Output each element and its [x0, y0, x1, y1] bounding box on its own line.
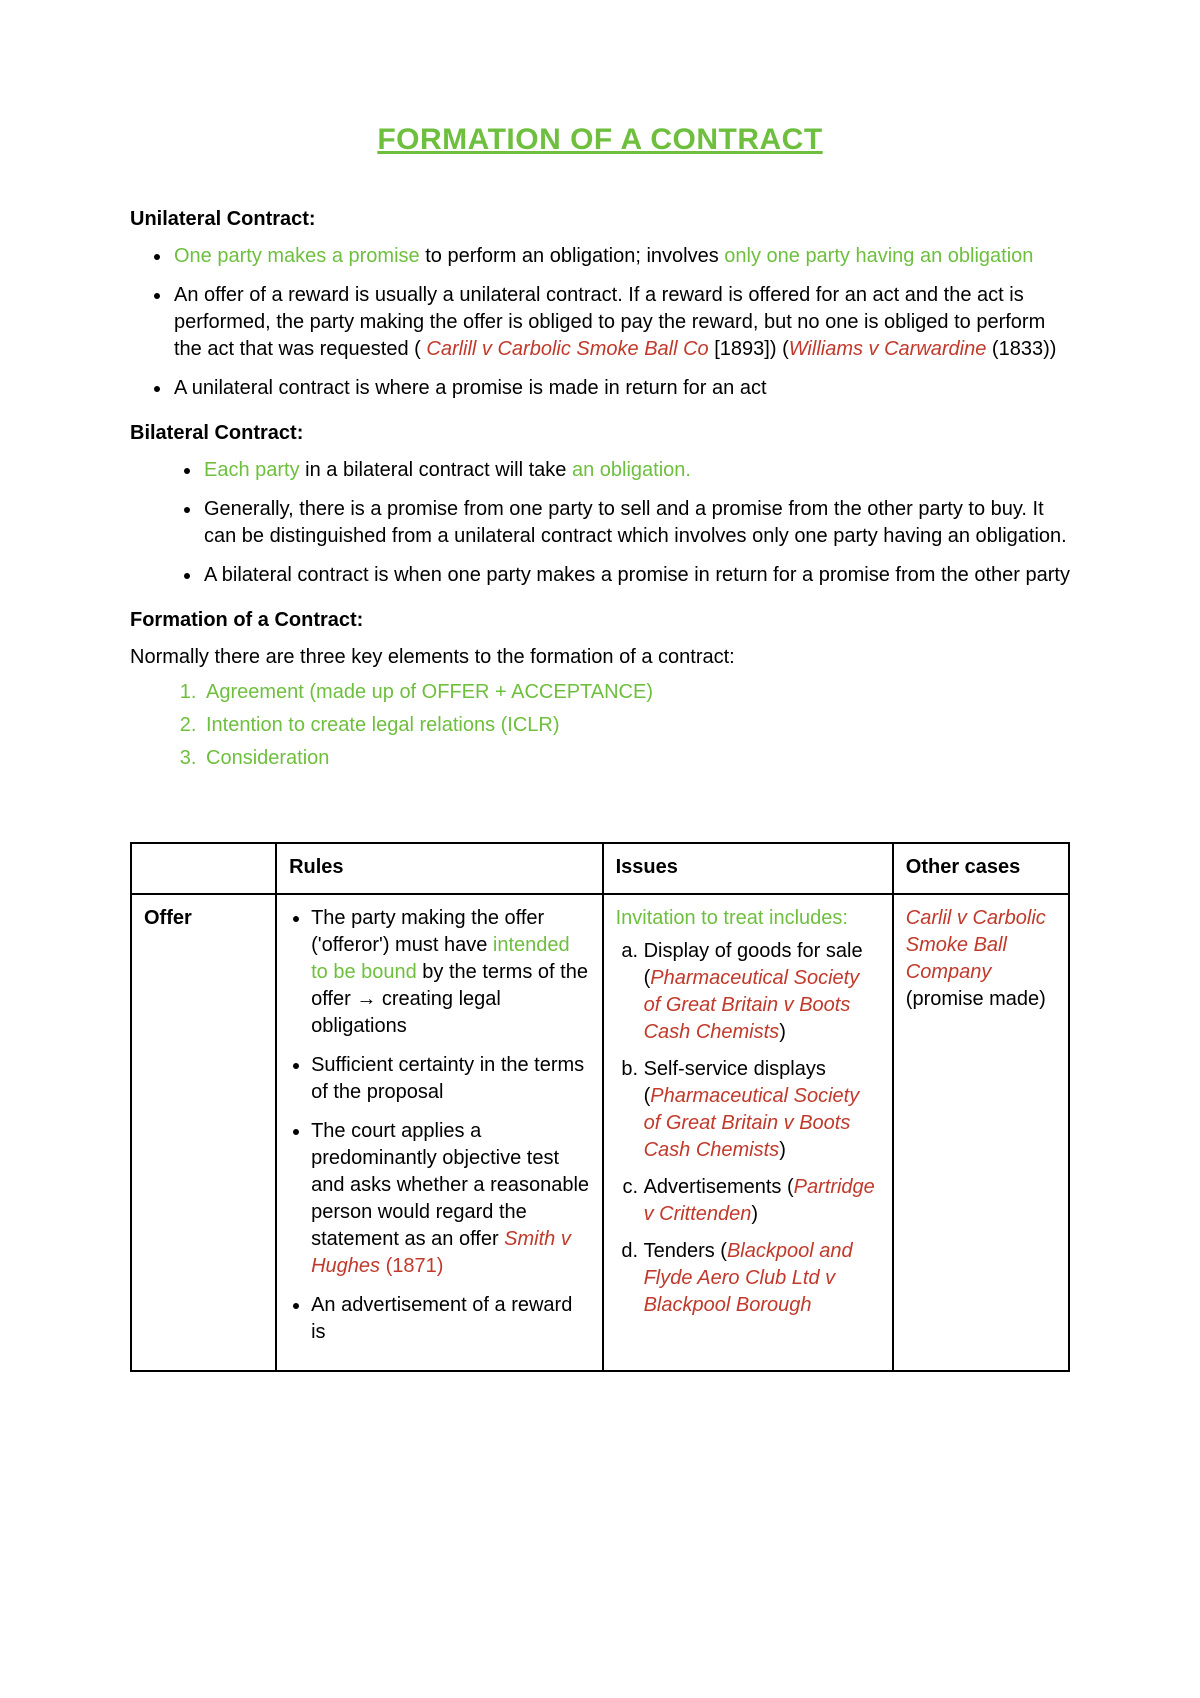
- formation-intro: Normally there are three key elements to…: [130, 644, 1070, 671]
- cell-other: Carlil v Carbolic Smoke Ball Company (pr…: [893, 894, 1069, 1371]
- list-item: Display of goods for sale (Pharmaceutica…: [644, 938, 880, 1046]
- text: One party makes a promise: [174, 245, 420, 267]
- list-item: The party making the offer ('offeror') m…: [311, 905, 589, 1040]
- list-item: Intention to create legal relations (ICL…: [202, 712, 1070, 739]
- issues-heading: Invitation to treat includes:: [616, 905, 880, 932]
- text: Tenders (: [644, 1240, 727, 1262]
- text: only one party having an obligation: [724, 245, 1033, 267]
- document-page: FORMATION OF A CONTRACT Unilateral Contr…: [0, 0, 1200, 1698]
- list-item: Generally, there is a promise from one p…: [202, 496, 1070, 550]
- list-item: An offer of a reward is usually a unilat…: [172, 282, 1070, 363]
- cell-issues: Invitation to treat includes: Display of…: [603, 894, 893, 1371]
- text: Each party: [204, 459, 300, 481]
- case-citation: Williams v Carwardine: [789, 338, 987, 360]
- text: ): [779, 1021, 786, 1043]
- unilateral-list: One party makes a promise to perform an …: [130, 243, 1070, 402]
- table-header-blank: [131, 843, 276, 894]
- arrow-icon: →: [356, 988, 376, 1010]
- table-row: Offer The party making the offer ('offer…: [131, 894, 1069, 1371]
- case-citation: Pharmaceutical Society of Great Britain …: [644, 967, 860, 1043]
- list-item: Self-service displays (Pharmaceutical So…: [644, 1056, 880, 1164]
- list-item: A unilateral contract is where a promise…: [172, 375, 1070, 402]
- text: to perform an obligation; involves: [420, 245, 725, 267]
- heading-formation: Formation of a Contract:: [130, 607, 1070, 634]
- table-header-issues: Issues: [603, 843, 893, 894]
- cell-rules: The party making the offer ('offeror') m…: [276, 894, 602, 1371]
- text: [1893]) (: [709, 338, 789, 360]
- case-citation: Carlil v Carbolic Smoke Ball Company: [906, 907, 1046, 983]
- text: in a bilateral contract will take: [300, 459, 572, 481]
- list-item: A bilateral contract is when one party m…: [202, 562, 1070, 589]
- text: Advertisements (: [644, 1176, 794, 1198]
- list-item: Each party in a bilateral contract will …: [202, 457, 1070, 484]
- list-item: Tenders (Blackpool and Flyde Aero Club L…: [644, 1238, 880, 1319]
- table-header-row: Rules Issues Other cases: [131, 843, 1069, 894]
- row-label: Offer: [131, 894, 276, 1371]
- list-item: Agreement (made up of OFFER + ACCEPTANCE…: [202, 679, 1070, 706]
- list-item: Advertisements (Partridge v Crittenden): [644, 1174, 880, 1228]
- text: Offer: [144, 907, 192, 929]
- list-item: An advertisement of a reward is: [311, 1292, 589, 1346]
- text: ): [751, 1203, 758, 1225]
- case-citation: Carlill v Carbolic Smoke Ball Co: [426, 338, 708, 360]
- rules-table: Rules Issues Other cases Offer The party…: [130, 842, 1070, 1372]
- formation-list: Agreement (made up of OFFER + ACCEPTANCE…: [130, 679, 1070, 772]
- table-header-other: Other cases: [893, 843, 1069, 894]
- text: (promise made): [906, 988, 1046, 1010]
- heading-bilateral: Bilateral Contract:: [130, 420, 1070, 447]
- table-header-rules: Rules: [276, 843, 602, 894]
- page-title: FORMATION OF A CONTRACT: [130, 120, 1070, 161]
- list-item: One party makes a promise to perform an …: [172, 243, 1070, 270]
- case-citation: Pharmaceutical Society of Great Britain …: [644, 1085, 860, 1161]
- list-item: Consideration: [202, 745, 1070, 772]
- bilateral-list: Each party in a bilateral contract will …: [130, 457, 1070, 589]
- text: (1833)): [986, 338, 1056, 360]
- list-item: The court applies a predominantly object…: [311, 1118, 589, 1280]
- list-item: Sufficient certainty in the terms of the…: [311, 1052, 589, 1106]
- heading-unilateral: Unilateral Contract:: [130, 206, 1070, 233]
- text: ): [779, 1139, 786, 1161]
- text: (1871): [380, 1255, 443, 1277]
- text: an obligation.: [572, 459, 691, 481]
- rules-list: The party making the offer ('offeror') m…: [289, 905, 589, 1346]
- issues-list: Display of goods for sale (Pharmaceutica…: [616, 938, 880, 1319]
